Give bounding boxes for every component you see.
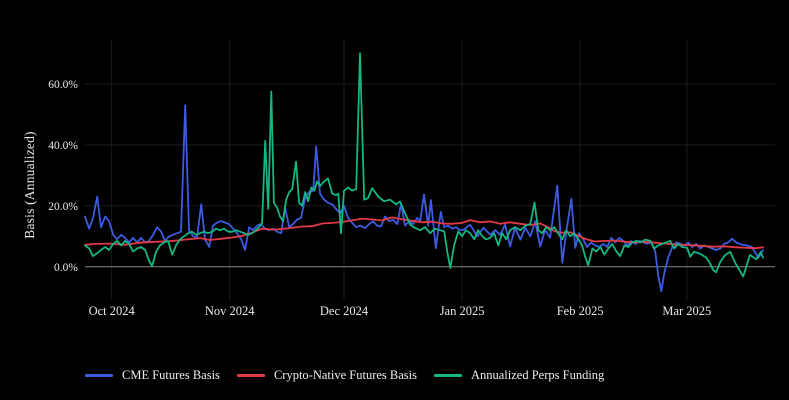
legend-item-annualized-perps-funding: Annualized Perps Funding bbox=[433, 368, 605, 383]
x-tick-label: Nov 2024 bbox=[205, 304, 255, 318]
chart-legend: CME Futures Basis Crypto-Native Futures B… bbox=[85, 368, 604, 383]
legend-label: Annualized Perps Funding bbox=[470, 368, 605, 382]
y-tick-label: 40.0% bbox=[48, 140, 78, 152]
legend-line-swatch bbox=[236, 374, 265, 377]
legend-label: Crypto-Native Futures Basis bbox=[273, 368, 417, 382]
y-tick-label: 60.0% bbox=[48, 79, 78, 91]
x-tick-label: Feb 2025 bbox=[557, 304, 604, 318]
x-tick-label: Dec 2024 bbox=[320, 304, 369, 318]
x-tick-label: Oct 2024 bbox=[89, 304, 136, 318]
series-line-crypto-native-futures-basis bbox=[84, 216, 764, 250]
y-tick-label: 0.0% bbox=[54, 262, 78, 274]
legend-line-swatch bbox=[85, 374, 113, 377]
x-tick-label: Mar 2025 bbox=[662, 304, 711, 318]
legend-item-crypto-native-futures-basis: Crypto-Native Futures Basis bbox=[236, 368, 417, 383]
x-tick-label: Jan 2025 bbox=[440, 304, 485, 318]
series-line-annualized-perps-funding bbox=[84, 52, 764, 278]
legend-line-swatch bbox=[433, 374, 462, 377]
series-line-cme-futures-basis bbox=[84, 104, 764, 293]
legend-label: CME Futures Basis bbox=[122, 368, 220, 382]
legend-item-cme-futures-basis: CME Futures Basis bbox=[85, 368, 220, 383]
y-tick-label: 20.0% bbox=[48, 201, 78, 213]
